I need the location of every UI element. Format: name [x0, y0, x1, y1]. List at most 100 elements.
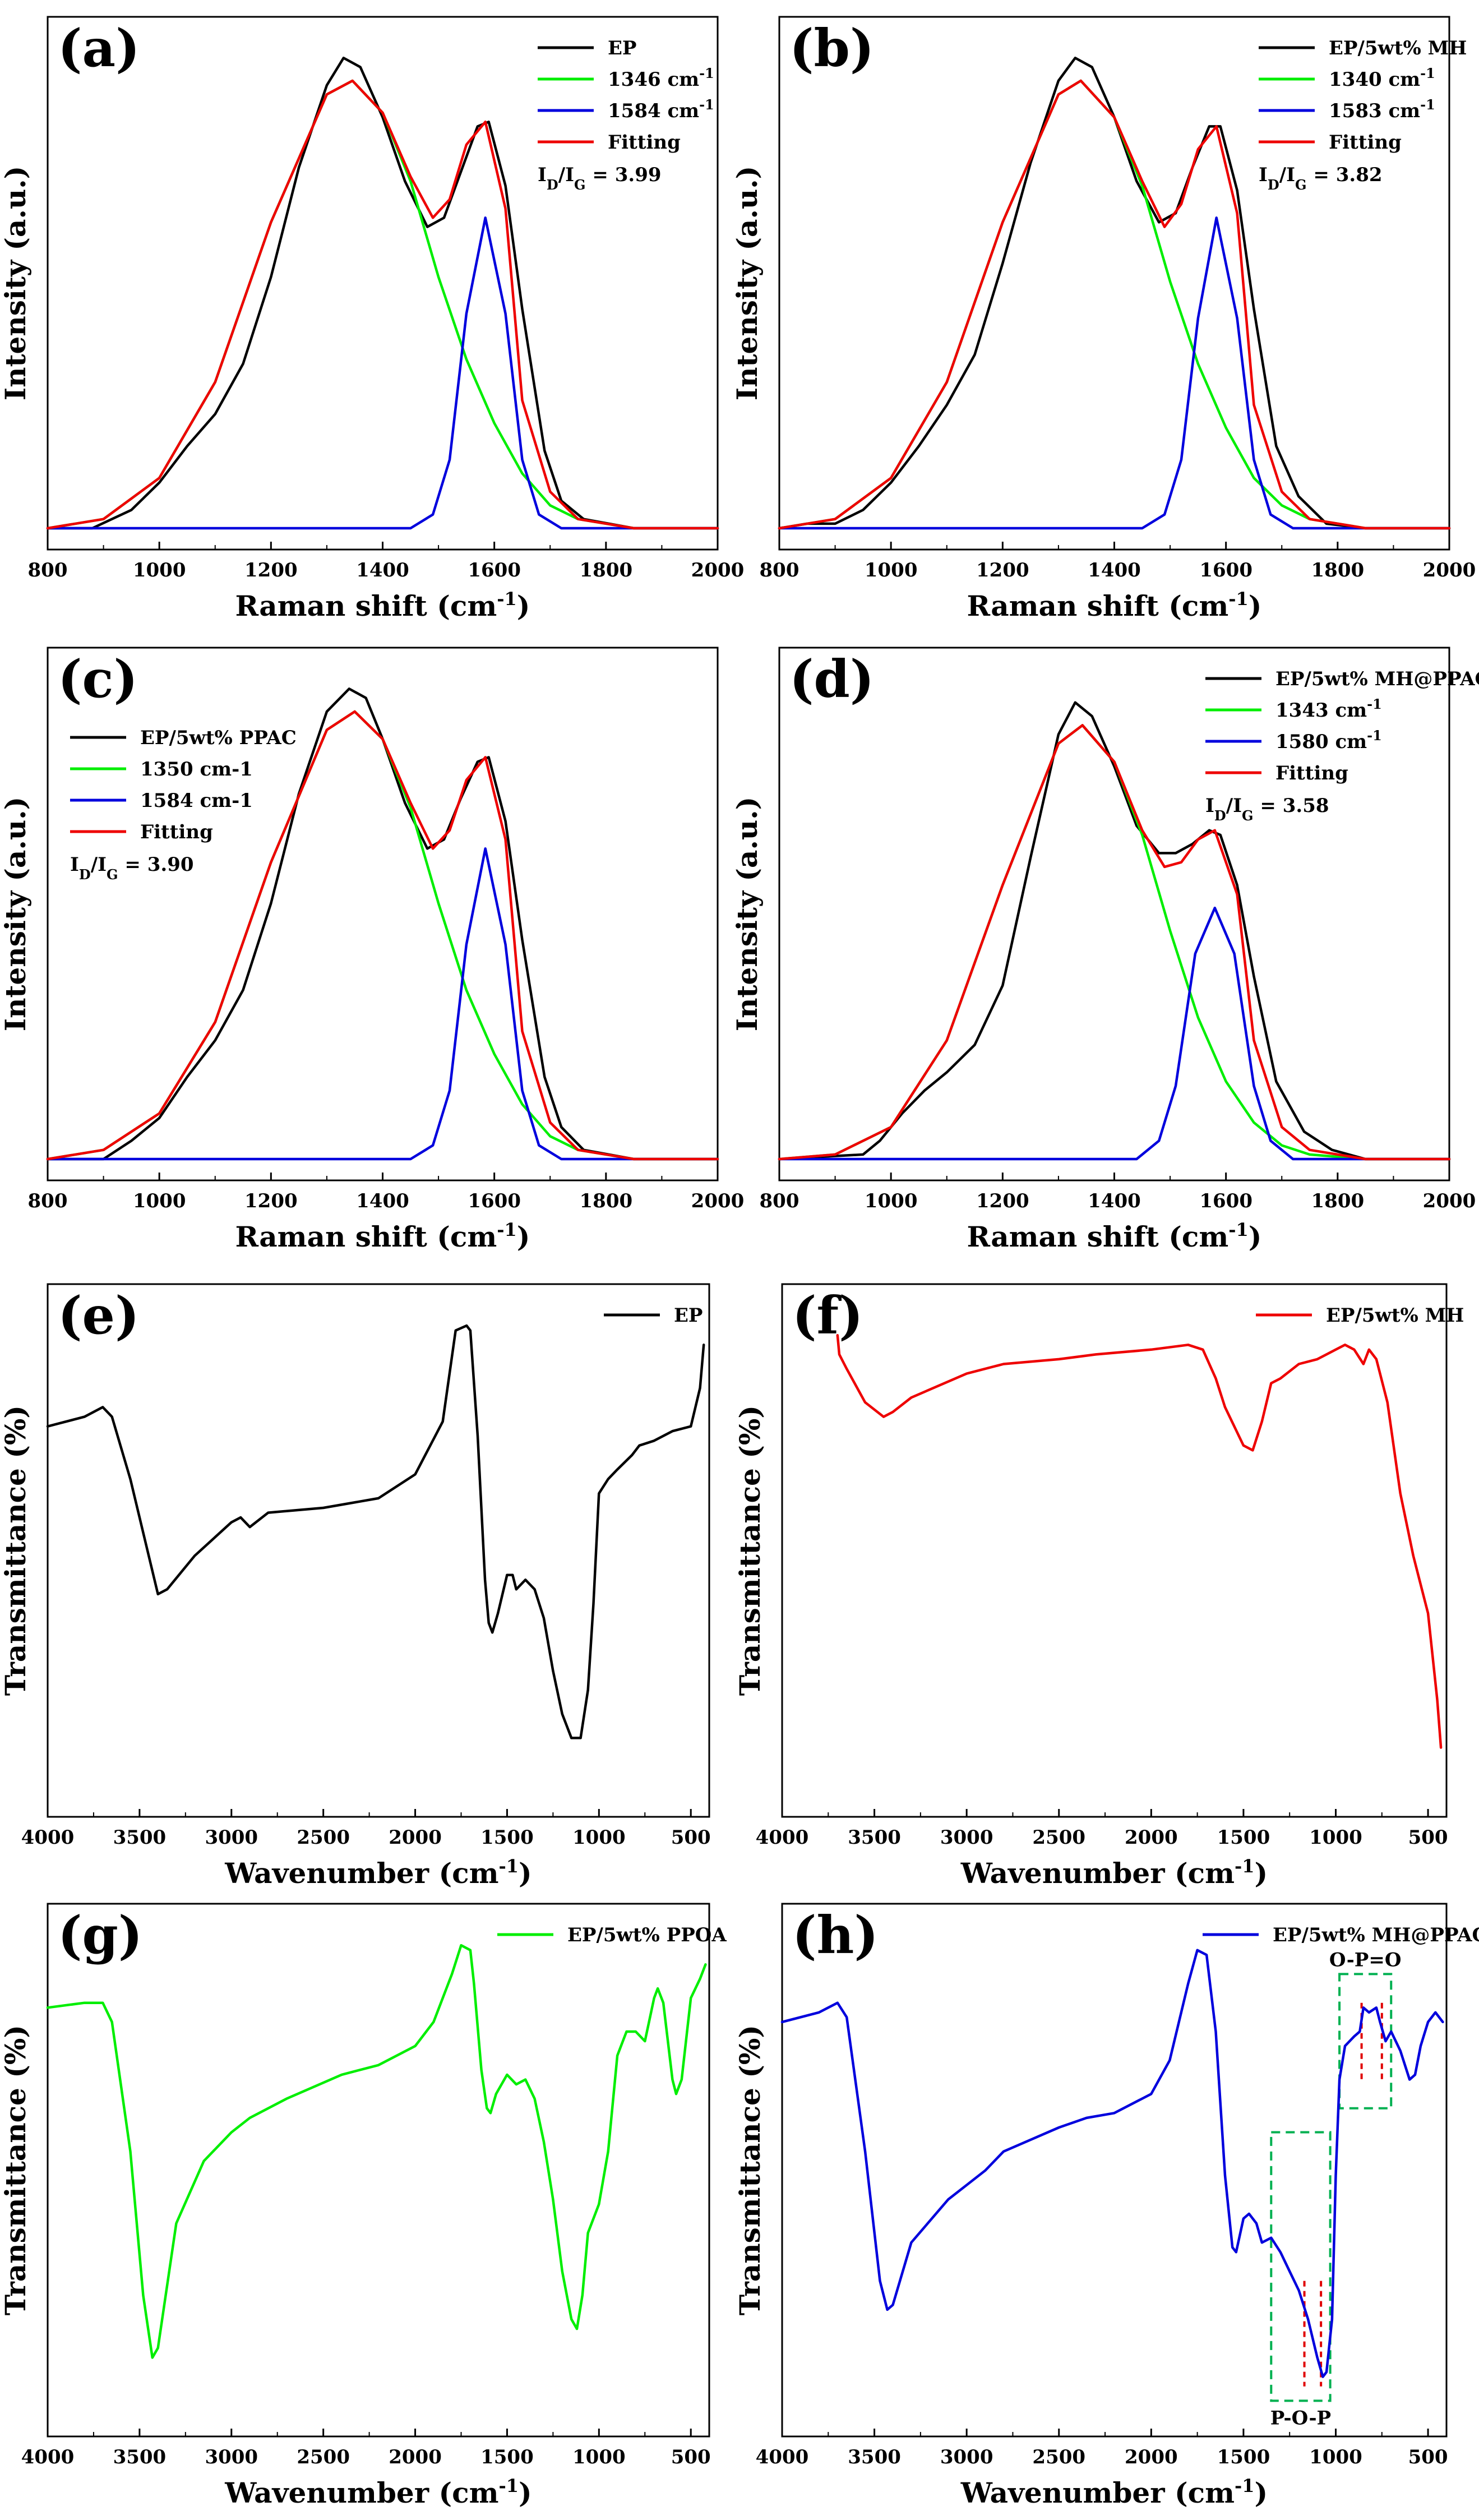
x-tick-label: 1600 — [468, 1190, 521, 1212]
y-axis-title: Intensity (a.u.) — [0, 166, 32, 401]
x-tick-label: 2000 — [691, 559, 745, 581]
plot-frame — [47, 1283, 710, 1818]
x-axis-title: Wavenumber (cm-1) — [960, 1856, 1268, 1890]
series-line-d-1 — [778, 724, 1451, 1161]
y-axis-title: Transmittance (%) — [733, 2025, 766, 2315]
plot-frame — [778, 16, 1450, 551]
pop-label: P-O-P — [1270, 2407, 1331, 2429]
x-tick-label: 4000 — [21, 1826, 75, 1849]
series-line-d-3 — [778, 724, 1451, 1161]
y-axis-title: Transmittance (%) — [0, 1405, 32, 1696]
plot-frame — [781, 1903, 1448, 2438]
legend-entry: EP/5wt% MH — [1326, 1304, 1464, 1327]
legend-entry: 1346 cm-1 — [608, 65, 714, 91]
y-axis-title: Intensity (a.u.) — [0, 797, 32, 1032]
ratio-label: ID/IG = 3.99 — [538, 164, 662, 193]
opo-highlight-box — [1338, 1973, 1393, 2110]
series-line-d-2 — [778, 906, 1451, 1161]
x-tick-label: 1000 — [572, 2446, 626, 2468]
series-line-a-2 — [46, 216, 719, 530]
x-tick-label: 2000 — [1423, 559, 1476, 581]
ratio-label: ID/IG = 3.90 — [70, 853, 194, 883]
series-line-d-0 — [778, 701, 1451, 1161]
panel-a: 800 1000 1200 1400 1600 1800 2000 Raman shift (… — [0, 16, 745, 622]
panel-label: (e) — [58, 1285, 140, 1346]
x-tick-label: 800 — [760, 1190, 799, 1212]
x-tick-label: 2500 — [297, 2446, 350, 2468]
x-axis-title: Wavenumber (cm-1) — [224, 1856, 531, 1890]
x-tick-label: 500 — [1408, 1826, 1448, 1849]
series-line-f-0 — [836, 1333, 1443, 1749]
series-line-b-0 — [778, 57, 1451, 530]
x-tick-label: 500 — [1408, 2446, 1448, 2468]
x-tick-label: 1400 — [356, 559, 409, 581]
legend: EP/5wt% MH — [1256, 1304, 1464, 1327]
x-tick-label: 1200 — [244, 1190, 298, 1212]
y-axis-title: Intensity (a.u.) — [731, 166, 764, 401]
x-tick-label: 1400 — [1088, 559, 1141, 581]
x-tick-label: 800 — [760, 559, 799, 581]
x-tick-label: 800 — [28, 559, 68, 581]
legend: EP/5wt% PPAC 1350 cm-1 1584 cm-1 Fitting — [70, 727, 297, 843]
x-tick-label: 1600 — [1199, 1190, 1252, 1212]
panel-f: 4000 3500 3000 2500 2000 1500 1000 500 Wavenumbe… — [733, 1283, 1464, 1890]
panel-b: 800 1000 1200 1400 1600 1800 2000 Raman shift (… — [731, 16, 1476, 622]
series-line-a-3 — [46, 79, 719, 530]
x-tick-label: 2500 — [297, 1826, 350, 1849]
x-tick-label: 2500 — [1032, 1826, 1085, 1849]
x-tick-label: 3000 — [205, 1826, 258, 1849]
x-tick-label: 1800 — [580, 559, 633, 581]
series-line-e-0 — [46, 1324, 705, 1739]
legend-entry: Fitting — [1275, 762, 1348, 784]
x-tick-label: 1500 — [480, 2446, 534, 2468]
x-tick-label: 1400 — [1088, 1190, 1141, 1212]
x-tick-label: 4000 — [756, 2446, 809, 2468]
x-tick-label: 1800 — [580, 1190, 633, 1212]
x-tick-label: 2500 — [1032, 2446, 1085, 2468]
panel-d: 800 1000 1200 1400 1600 1800 2000 Raman shift (… — [731, 647, 1479, 1253]
panel-label: (h) — [792, 1905, 879, 1965]
x-tick-label: 1000 — [865, 559, 918, 581]
ratio-label: ID/IG = 3.58 — [1205, 795, 1329, 824]
x-tick-label: 1200 — [976, 559, 1029, 581]
x-axis-title: Raman shift (cm-1) — [235, 1219, 530, 1253]
x-tick-label: 1000 — [1309, 1826, 1362, 1849]
x-tick-label: 3500 — [113, 1826, 167, 1849]
y-axis-title: Intensity (a.u.) — [731, 797, 764, 1032]
panel-label: (d) — [789, 649, 874, 709]
legend-entry: 1584 cm-1 — [608, 96, 714, 123]
legend-entry: EP/5wt% MH@PPAC — [1273, 1924, 1479, 1946]
plot-frame — [778, 647, 1450, 1181]
panel-g: 4000 3500 3000 2500 2000 1500 1000 500 Wavenumbe… — [0, 1903, 727, 2509]
panel-c: 800 1000 1200 1400 1600 1800 2000 Raman shift (… — [0, 647, 744, 1253]
x-tick-label: 3000 — [940, 2446, 993, 2468]
x-tick-label: 1500 — [1217, 1826, 1270, 1849]
x-tick-label: 3000 — [940, 1826, 993, 1849]
legend-entry: 1340 cm-1 — [1329, 65, 1435, 91]
legend-entry: Fitting — [1329, 131, 1402, 154]
x-tick-label: 1500 — [480, 1826, 534, 1849]
legend-entry: EP/5wt% MH — [1329, 37, 1467, 59]
x-tick-label: 4000 — [21, 2446, 75, 2468]
x-tick-label: 500 — [671, 2446, 711, 2468]
panel-label: (c) — [58, 649, 138, 709]
legend: EP 1346 cm-1 1584 cm-1 Fitting — [538, 37, 714, 154]
x-tick-label: 1000 — [133, 559, 186, 581]
x-axis-title: Raman shift (cm-1) — [967, 588, 1262, 622]
opo-label: O-P=O — [1329, 1949, 1402, 1971]
series-line-c-0 — [46, 687, 719, 1161]
x-tick-label: 4000 — [756, 1826, 809, 1849]
legend-entry: EP — [674, 1304, 702, 1327]
x-tick-label: 800 — [28, 1190, 68, 1212]
plot-frame — [781, 1283, 1448, 1818]
x-tick-label: 500 — [671, 1826, 711, 1849]
x-tick-label: 1500 — [1217, 2446, 1270, 2468]
legend-entry: EP/5wt% PPOA — [567, 1924, 727, 1946]
x-axis-title: Raman shift (cm-1) — [967, 1219, 1262, 1253]
y-axis-title: Transmittance (%) — [733, 1405, 766, 1696]
legend-entry: EP/5wt% PPAC — [140, 727, 297, 749]
x-axis-title: Wavenumber (cm-1) — [224, 2475, 531, 2509]
plot-frame — [47, 1903, 710, 2438]
legend-entry: 1343 cm-1 — [1275, 696, 1382, 722]
